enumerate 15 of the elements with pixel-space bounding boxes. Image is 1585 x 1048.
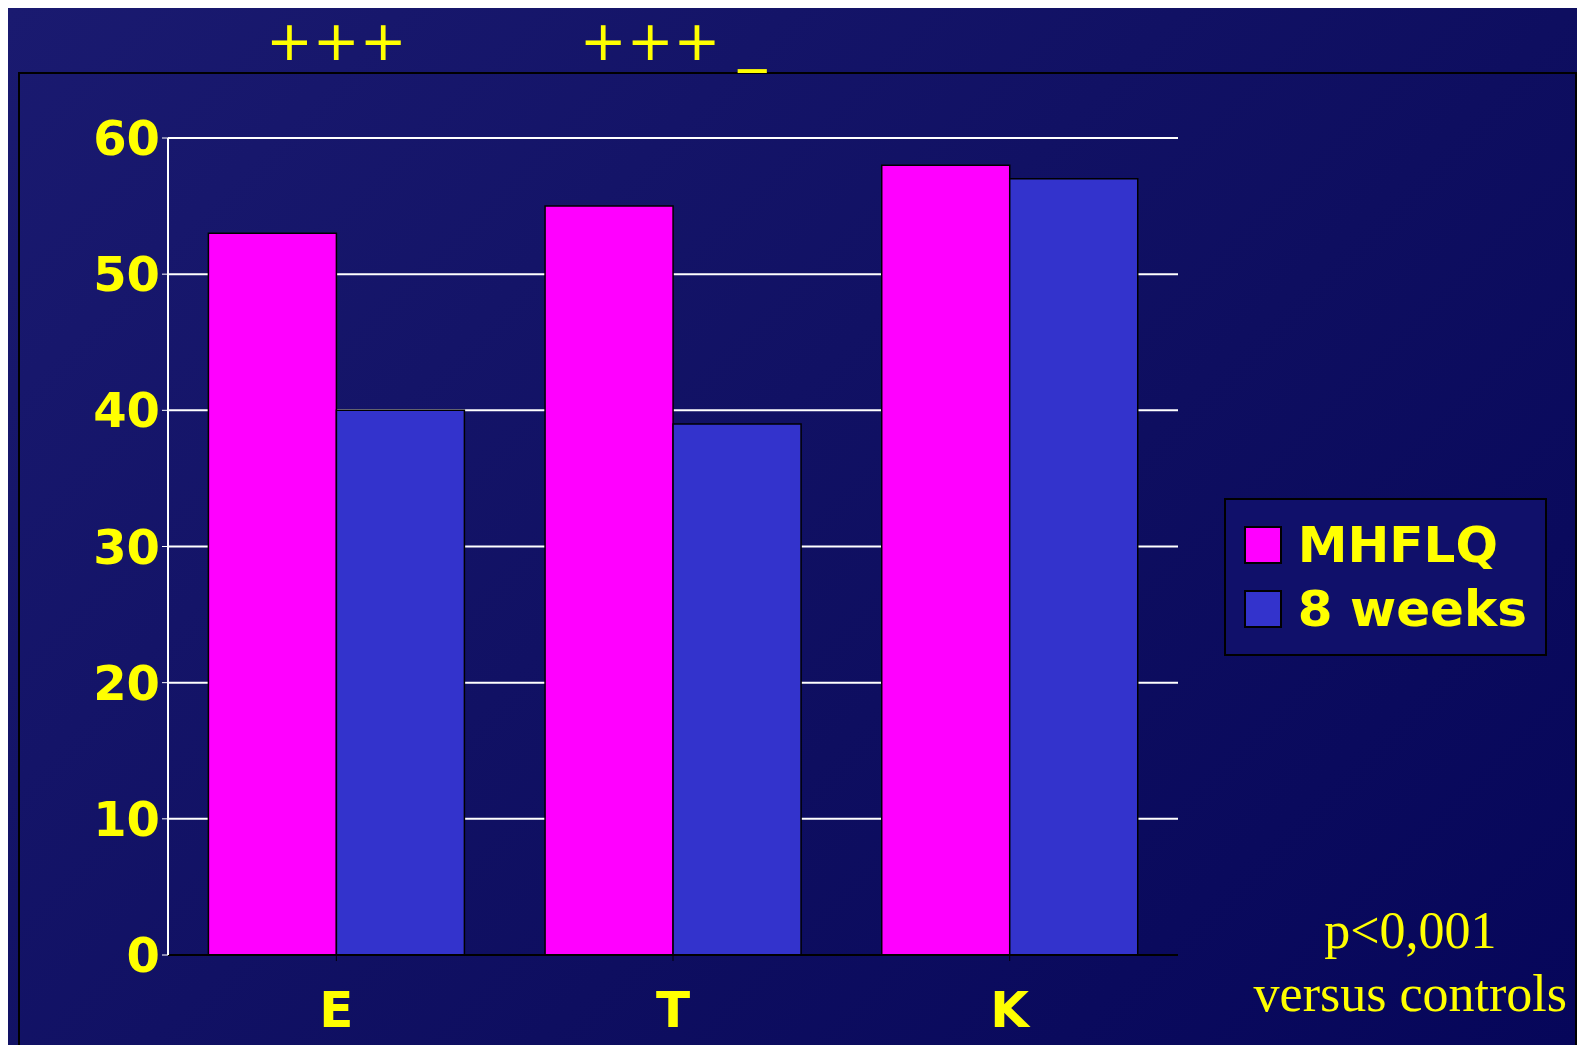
y-tick-label: 50 (93, 246, 160, 303)
y-tick-label: 20 (93, 654, 160, 711)
x-tick-label: K (990, 980, 1032, 1039)
legend-label: MHFLQ (1297, 516, 1498, 574)
y-tick-label: 0 (126, 927, 160, 984)
legend-label: 8 weeks (1297, 580, 1527, 638)
text: +++ (264, 8, 408, 73)
x-tick-label: T (655, 980, 691, 1039)
text: p<0,001 versus controls (1253, 901, 1567, 1024)
y-tick-label: 60 (93, 110, 160, 167)
x-tick-label: E (319, 980, 354, 1039)
y-tick-label: 30 (93, 518, 160, 575)
text: +++ _ (578, 8, 768, 73)
y-tick-label: 10 (93, 790, 160, 847)
y-tick-label: 40 (93, 382, 160, 439)
